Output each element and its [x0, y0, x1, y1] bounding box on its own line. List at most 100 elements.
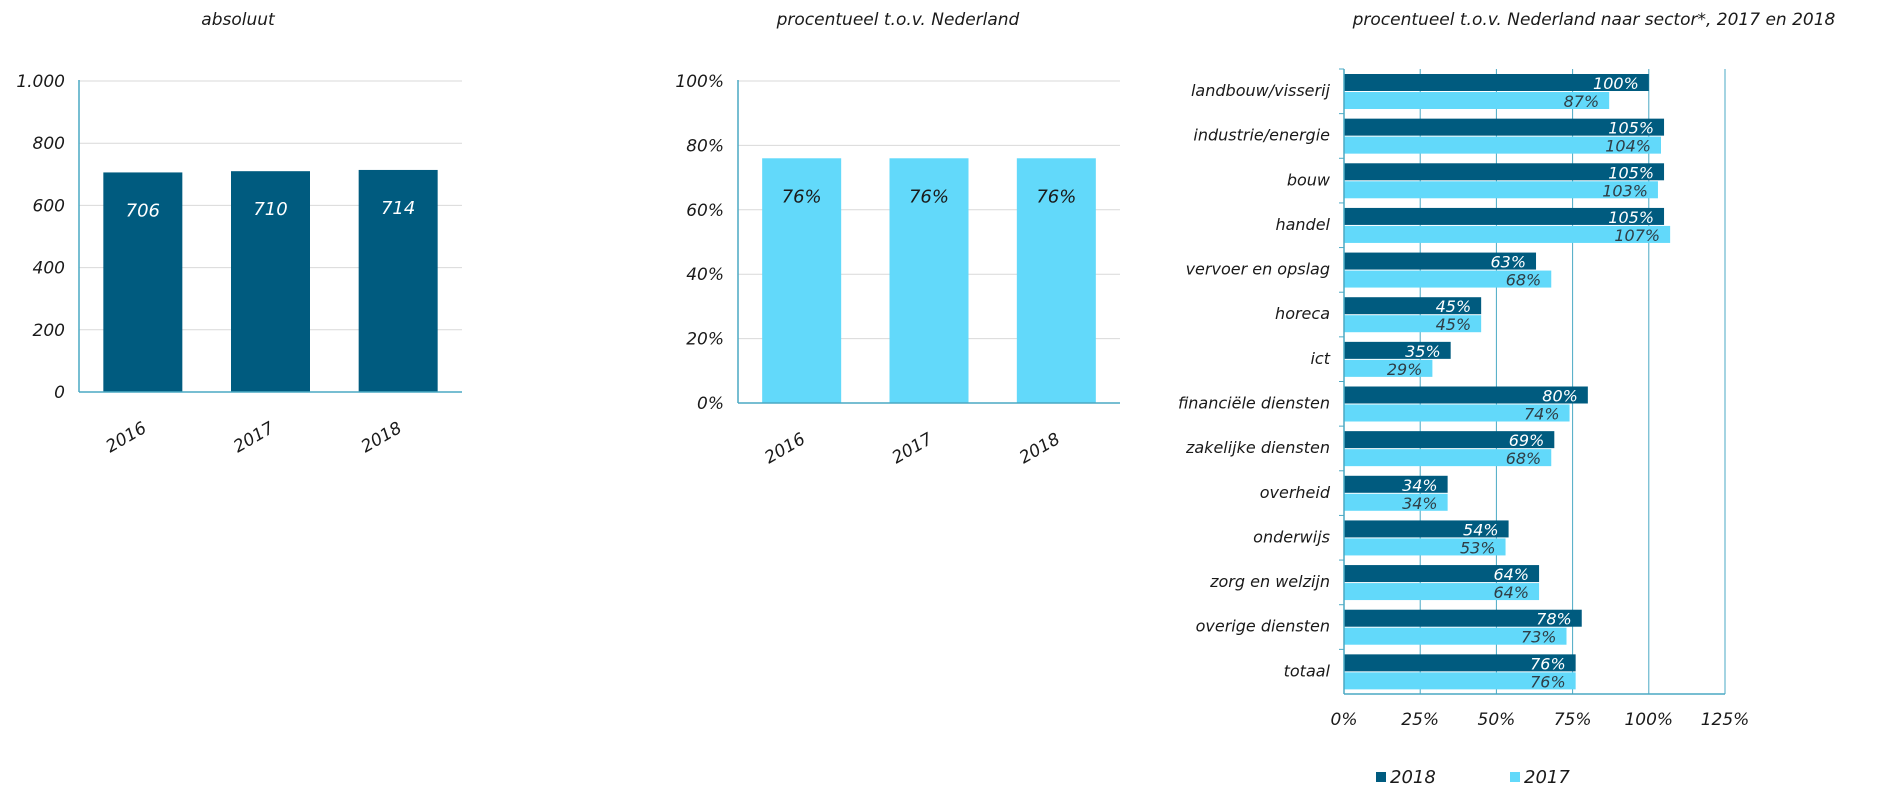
bar	[1344, 297, 1482, 315]
bar	[1344, 359, 1433, 377]
legend-item: 2018	[1376, 767, 1436, 787]
x-tick-label: 2018	[358, 418, 406, 457]
bar	[1344, 627, 1567, 645]
y-tick-label: 800	[33, 134, 65, 154]
bar	[1016, 158, 1096, 403]
bar-value-label: 710	[253, 199, 287, 220]
x-tick-label: 2016	[761, 429, 809, 468]
bar-value-label: 35%	[1405, 342, 1441, 361]
category-label: ict	[1310, 349, 1330, 368]
chart-title: procentueel t.o.v. Nederland naar sector…	[1352, 10, 1836, 30]
bar	[1344, 609, 1582, 627]
bar-value-label: 103%	[1602, 181, 1648, 200]
bar	[1344, 520, 1509, 538]
category-label: handel	[1275, 215, 1330, 234]
bar	[1344, 475, 1448, 493]
bar-value-label: 63%	[1490, 253, 1526, 272]
bar	[889, 158, 969, 403]
x-tick-label: 75%	[1554, 710, 1592, 730]
x-tick-label: 100%	[1624, 710, 1673, 730]
legend-swatch	[1376, 772, 1386, 782]
bar-value-label: 34%	[1402, 476, 1438, 495]
category-label: landbouw/visserij	[1191, 81, 1331, 100]
bar	[1344, 181, 1658, 199]
bar-value-label: 68%	[1506, 271, 1542, 290]
legend-item: 2017	[1510, 767, 1570, 787]
category-label: overheid	[1260, 483, 1331, 502]
bar	[1344, 225, 1671, 243]
bar-value-label: 100%	[1593, 74, 1639, 93]
y-tick-label: 200	[33, 321, 65, 341]
bar-value-label: 53%	[1460, 538, 1496, 557]
bar-value-label: 73%	[1521, 628, 1557, 647]
bar-value-label: 45%	[1436, 315, 1472, 334]
bar	[1344, 207, 1665, 225]
chart-3: procentueel t.o.v. Nederland naar sector…	[1178, 10, 1836, 787]
x-tick-label: 2017	[230, 418, 278, 457]
category-label: zorg en welzijn	[1209, 572, 1330, 591]
bar-value-label: 105%	[1608, 119, 1654, 138]
category-label: industrie/energie	[1193, 126, 1330, 145]
bar	[1344, 315, 1482, 333]
bar	[1344, 92, 1610, 109]
bar	[231, 171, 310, 392]
bar-value-label: 80%	[1542, 387, 1578, 406]
bar	[1344, 270, 1552, 288]
bar-value-label: 54%	[1463, 520, 1499, 539]
category-label: onderwijs	[1253, 527, 1330, 546]
bar-value-label: 76%	[1036, 186, 1076, 207]
chart-1: absoluut 0 200 400 600 800 1.000 706 2016 710 2017…	[16, 10, 462, 457]
bar-value-label: 105%	[1608, 163, 1654, 182]
bar-value-label: 76%	[1530, 672, 1566, 691]
bar	[1344, 565, 1540, 583]
bar	[1344, 449, 1552, 467]
bar	[1344, 136, 1661, 154]
bar	[1344, 493, 1448, 511]
category-label: horeca	[1275, 304, 1330, 323]
y-tick-label: 1.000	[16, 72, 65, 92]
bar	[1344, 163, 1665, 181]
x-tick-label: 50%	[1478, 710, 1516, 730]
bar-value-label: 714	[381, 198, 415, 219]
bar-value-label: 78%	[1536, 610, 1572, 629]
bar-value-label: 69%	[1509, 431, 1545, 450]
bar	[1344, 672, 1576, 690]
category-label: financiële diensten	[1178, 394, 1330, 413]
legend-label: 2018	[1390, 767, 1436, 787]
legend-label: 2017	[1524, 767, 1570, 787]
bar	[1344, 252, 1537, 270]
chart-title: absoluut	[201, 10, 276, 30]
bar-value-label: 45%	[1436, 297, 1472, 316]
y-tick-label: 600	[33, 196, 65, 216]
bar	[1344, 654, 1576, 672]
x-tick-label: 2018	[1016, 429, 1064, 468]
bar-value-label: 34%	[1402, 494, 1438, 513]
bar-value-label: 68%	[1506, 449, 1542, 468]
bar	[358, 169, 438, 392]
y-tick-label: 0%	[697, 394, 724, 414]
category-label: bouw	[1287, 170, 1331, 189]
category-label: overige diensten	[1196, 617, 1330, 636]
y-tick-label: 20%	[686, 330, 724, 350]
bar-value-label: 107%	[1614, 226, 1660, 245]
category-label: vervoer en opslag	[1186, 260, 1330, 279]
category-label: totaal	[1284, 661, 1331, 680]
bar-value-label: 64%	[1494, 583, 1530, 602]
bar-value-label: 105%	[1608, 208, 1654, 227]
y-tick-label: 100%	[675, 72, 724, 92]
bar-value-label: 64%	[1494, 565, 1530, 584]
bar	[1344, 404, 1570, 422]
bar	[762, 158, 842, 403]
chart-title: procentueel t.o.v. Nederland	[776, 10, 1020, 30]
bar	[1344, 583, 1540, 601]
category-label: zakelijke diensten	[1185, 438, 1330, 457]
bar-value-label: 74%	[1524, 405, 1560, 424]
y-tick-label: 60%	[686, 201, 724, 221]
bar-value-label: 76%	[909, 186, 949, 207]
bar-value-label: 76%	[1530, 654, 1566, 673]
chart-2: procentueel t.o.v. Nederland 0% 20% 40% 60% 8…	[675, 10, 1120, 468]
x-tick-label: 25%	[1401, 710, 1439, 730]
bar	[1344, 118, 1665, 136]
bar-value-label: 29%	[1387, 360, 1423, 379]
